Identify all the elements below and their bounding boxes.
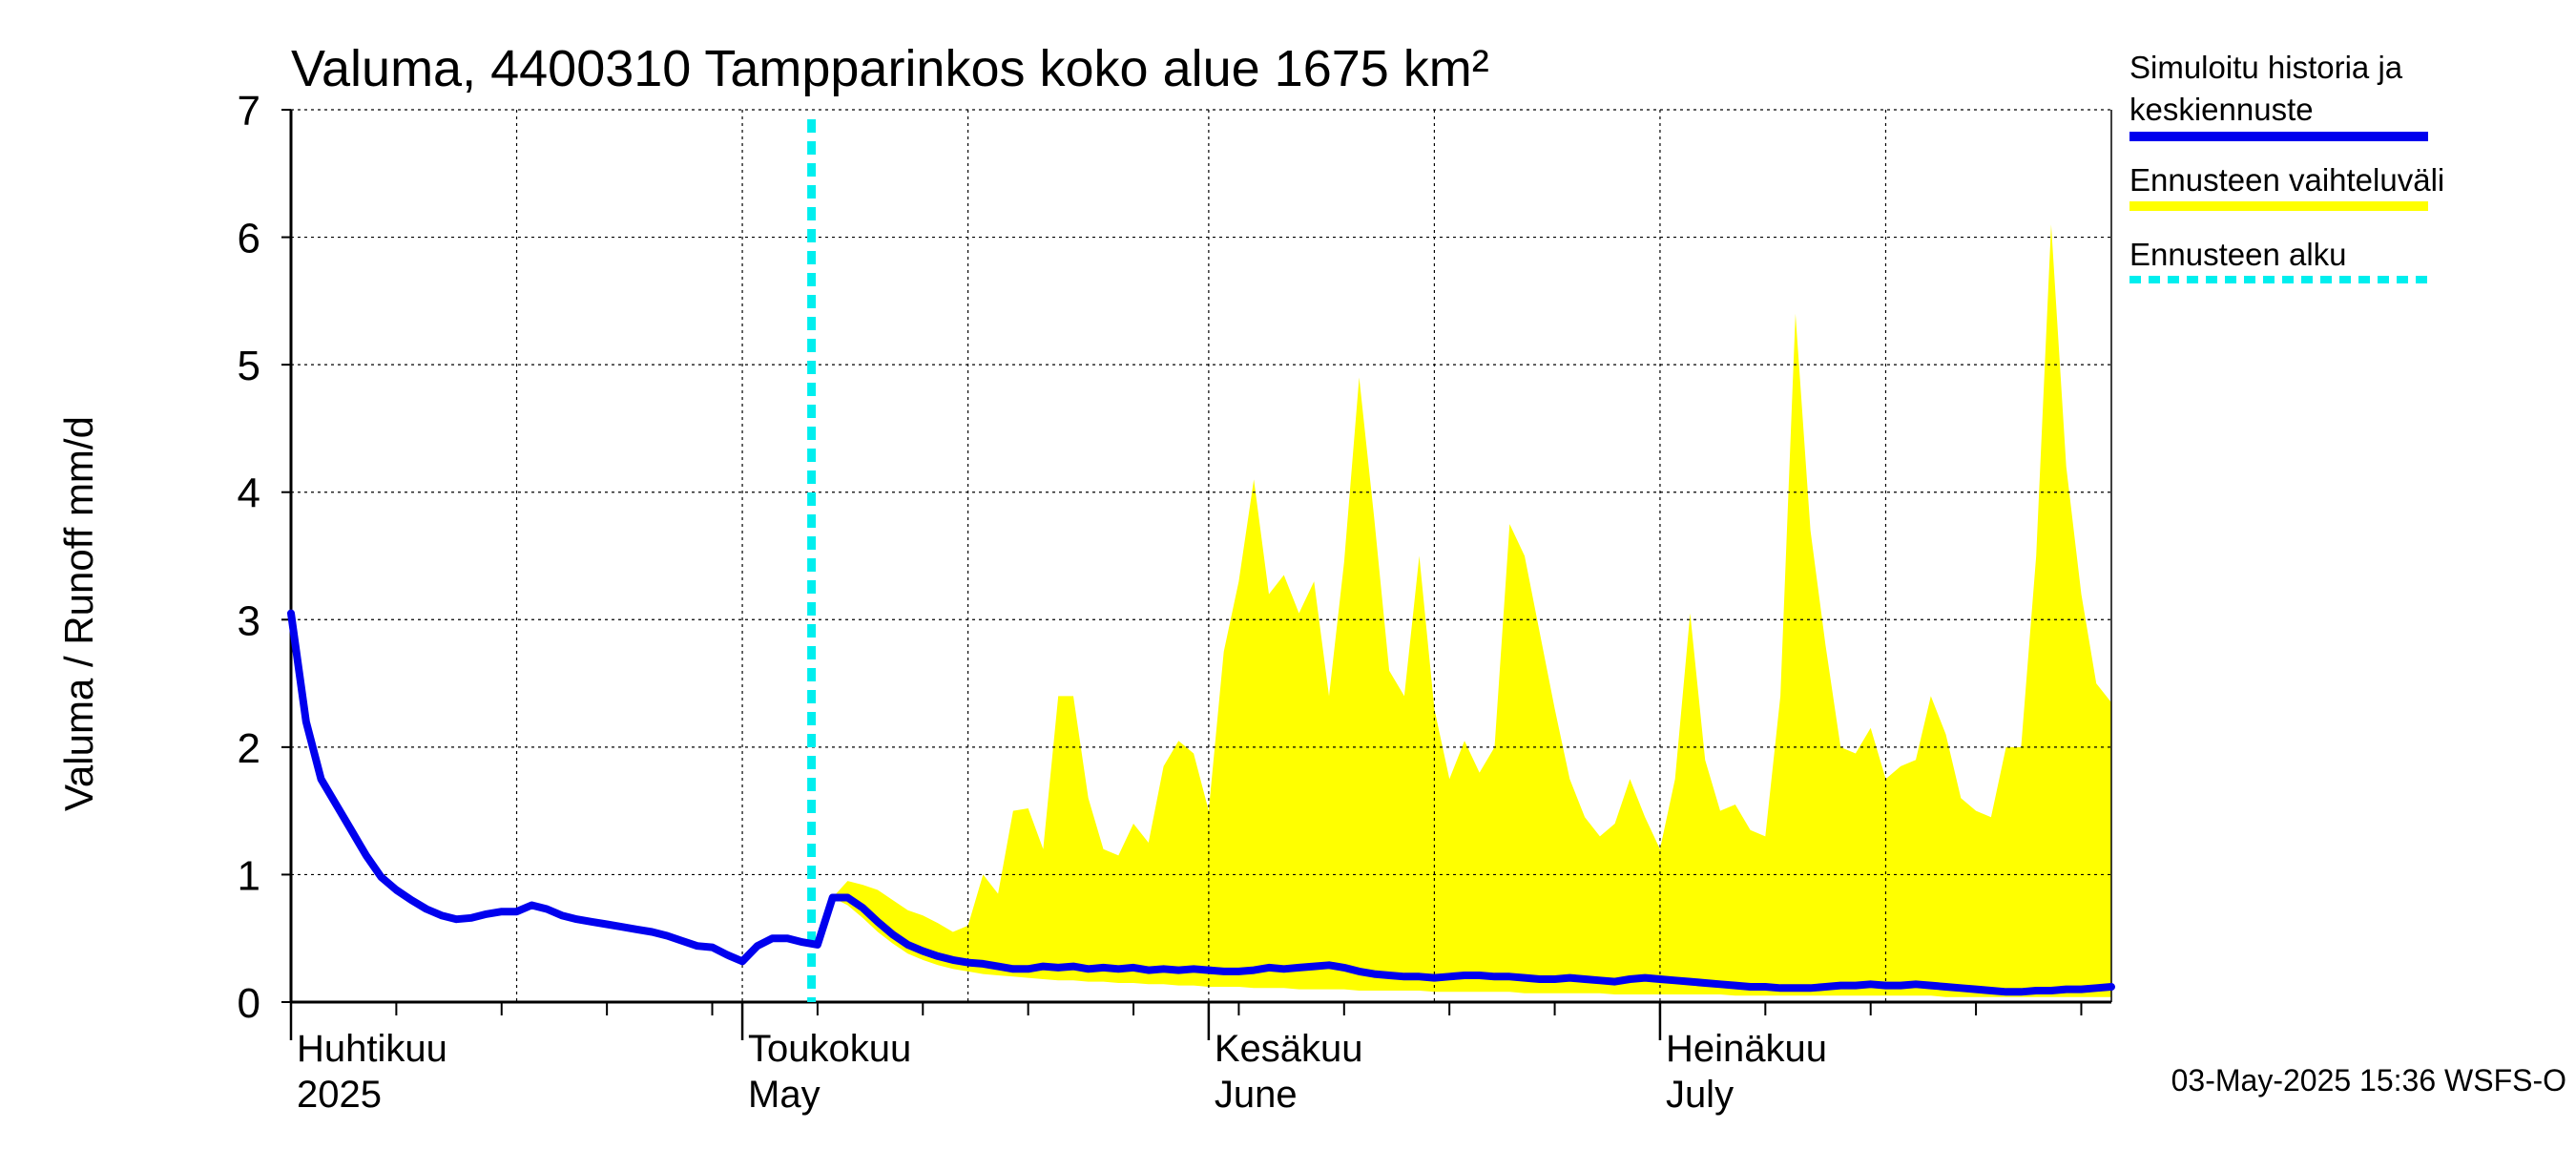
legend-label: Simuloitu historia ja <box>2129 50 2403 85</box>
x-month-sublabel: May <box>748 1074 821 1116</box>
y-axis-label: Valuma / Runoff mm/d <box>56 416 101 811</box>
forecast-range-area <box>832 224 2112 997</box>
y-tick-label: 5 <box>238 343 260 389</box>
timestamp-footer: 03-May-2025 15:36 WSFS-O <box>2171 1063 2566 1098</box>
legend-label: Ennusteen alku <box>2129 237 2347 272</box>
y-tick-label: 4 <box>238 470 260 517</box>
chart-title: Valuma, 4400310 Tampparinkos koko alue 1… <box>291 40 1489 97</box>
y-tick-label: 0 <box>238 980 260 1027</box>
x-month-label: Heinäkuu <box>1666 1028 1827 1070</box>
legend-label: keskiennuste <box>2129 92 2314 127</box>
x-month-label: Kesäkuu <box>1215 1028 1363 1070</box>
y-tick-label: 6 <box>238 216 260 262</box>
x-month-sublabel: June <box>1215 1074 1298 1116</box>
x-month-label: Toukokuu <box>748 1028 911 1070</box>
y-tick-label: 2 <box>238 725 260 772</box>
legend-label: Ennusteen vaihteluväli <box>2129 162 2444 198</box>
y-tick-label: 7 <box>238 88 260 135</box>
x-month-label: Huhtikuu <box>297 1028 447 1070</box>
y-tick-label: 1 <box>238 852 260 899</box>
mean-forecast-line <box>287 609 2115 996</box>
y-tick-label: 3 <box>238 597 260 644</box>
x-month-sublabel: 2025 <box>297 1074 382 1116</box>
x-month-sublabel: July <box>1666 1074 1734 1116</box>
legend: Simuloitu historia ja keskiennuste Ennuste… <box>2129 50 2444 283</box>
